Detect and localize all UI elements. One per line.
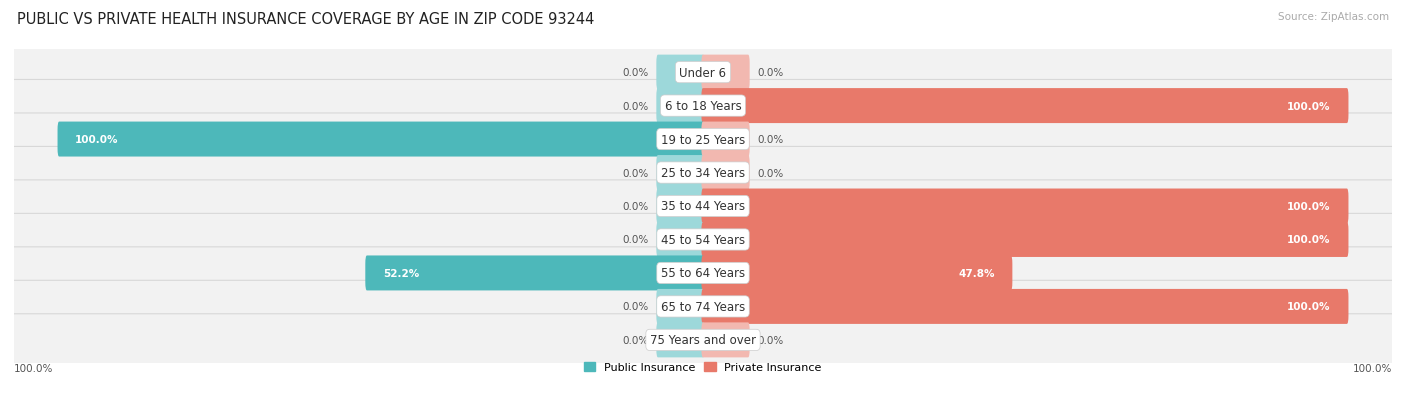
FancyBboxPatch shape — [13, 280, 1393, 333]
Text: 0.0%: 0.0% — [621, 68, 648, 78]
FancyBboxPatch shape — [13, 47, 1393, 99]
Text: 0.0%: 0.0% — [621, 301, 648, 312]
FancyBboxPatch shape — [702, 223, 1348, 257]
FancyBboxPatch shape — [13, 80, 1393, 133]
FancyBboxPatch shape — [13, 114, 1393, 166]
Text: 100.0%: 100.0% — [1288, 235, 1330, 245]
FancyBboxPatch shape — [366, 256, 704, 291]
Text: 0.0%: 0.0% — [758, 168, 785, 178]
Text: 100.0%: 100.0% — [76, 135, 118, 145]
Text: 0.0%: 0.0% — [758, 335, 785, 345]
Text: 6 to 18 Years: 6 to 18 Years — [665, 100, 741, 113]
FancyBboxPatch shape — [702, 156, 749, 190]
Text: Source: ZipAtlas.com: Source: ZipAtlas.com — [1278, 12, 1389, 22]
FancyBboxPatch shape — [13, 214, 1393, 266]
Text: 0.0%: 0.0% — [621, 335, 648, 345]
Text: 0.0%: 0.0% — [758, 68, 785, 78]
Text: 100.0%: 100.0% — [1288, 101, 1330, 112]
Text: 0.0%: 0.0% — [758, 135, 785, 145]
FancyBboxPatch shape — [13, 314, 1393, 366]
Text: 100.0%: 100.0% — [1288, 301, 1330, 312]
Text: 25 to 34 Years: 25 to 34 Years — [661, 166, 745, 180]
FancyBboxPatch shape — [657, 323, 704, 358]
Text: 100.0%: 100.0% — [1288, 202, 1330, 211]
Text: 0.0%: 0.0% — [621, 101, 648, 112]
Text: 19 to 25 Years: 19 to 25 Years — [661, 133, 745, 146]
FancyBboxPatch shape — [702, 256, 1012, 291]
Text: 75 Years and over: 75 Years and over — [650, 334, 756, 347]
FancyBboxPatch shape — [13, 147, 1393, 199]
Text: 55 to 64 Years: 55 to 64 Years — [661, 267, 745, 280]
Text: PUBLIC VS PRIVATE HEALTH INSURANCE COVERAGE BY AGE IN ZIP CODE 93244: PUBLIC VS PRIVATE HEALTH INSURANCE COVER… — [17, 12, 595, 27]
FancyBboxPatch shape — [702, 89, 1348, 124]
Text: 0.0%: 0.0% — [621, 202, 648, 211]
FancyBboxPatch shape — [657, 223, 704, 257]
FancyBboxPatch shape — [13, 247, 1393, 299]
FancyBboxPatch shape — [657, 89, 704, 124]
FancyBboxPatch shape — [702, 189, 1348, 224]
Text: 100.0%: 100.0% — [14, 363, 53, 373]
FancyBboxPatch shape — [702, 55, 749, 90]
Text: 0.0%: 0.0% — [621, 168, 648, 178]
Legend: Public Insurance, Private Insurance: Public Insurance, Private Insurance — [579, 358, 827, 377]
FancyBboxPatch shape — [657, 55, 704, 90]
Text: 100.0%: 100.0% — [1353, 363, 1392, 373]
FancyBboxPatch shape — [13, 180, 1393, 233]
Text: 47.8%: 47.8% — [957, 268, 994, 278]
FancyBboxPatch shape — [702, 122, 749, 157]
Text: 35 to 44 Years: 35 to 44 Years — [661, 200, 745, 213]
Text: Under 6: Under 6 — [679, 66, 727, 79]
FancyBboxPatch shape — [657, 189, 704, 224]
Text: 65 to 74 Years: 65 to 74 Years — [661, 300, 745, 313]
Text: 45 to 54 Years: 45 to 54 Years — [661, 233, 745, 247]
FancyBboxPatch shape — [58, 122, 704, 157]
FancyBboxPatch shape — [657, 156, 704, 190]
FancyBboxPatch shape — [657, 289, 704, 324]
Text: 0.0%: 0.0% — [621, 235, 648, 245]
FancyBboxPatch shape — [702, 289, 1348, 324]
Text: 52.2%: 52.2% — [382, 268, 419, 278]
FancyBboxPatch shape — [702, 323, 749, 358]
